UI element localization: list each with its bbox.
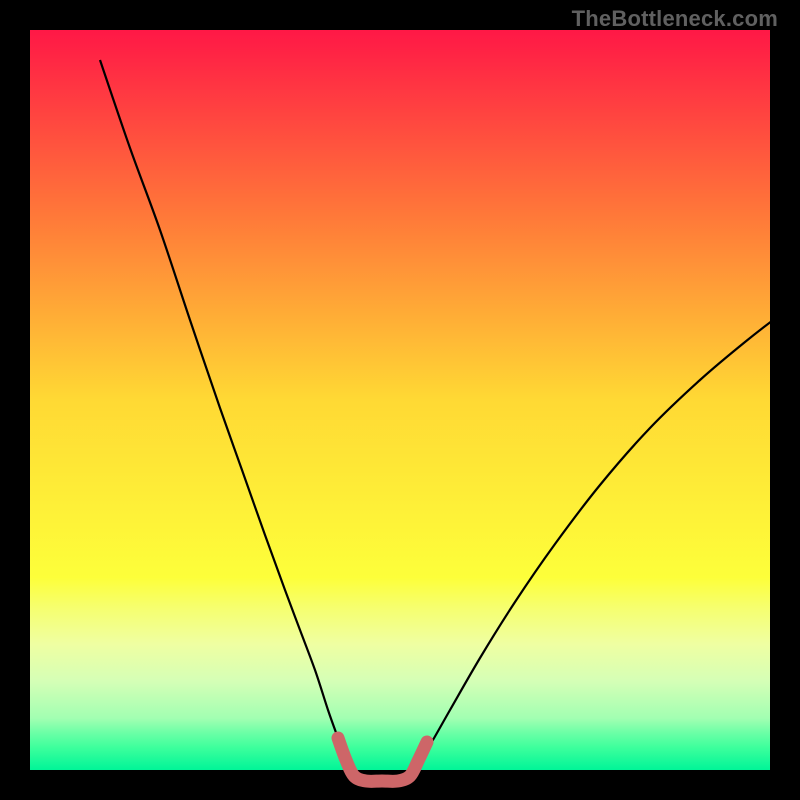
- chart-root: TheBottleneck.com: [0, 0, 800, 800]
- watermark-text: TheBottleneck.com: [572, 6, 778, 32]
- plot-gradient-area: [30, 30, 770, 770]
